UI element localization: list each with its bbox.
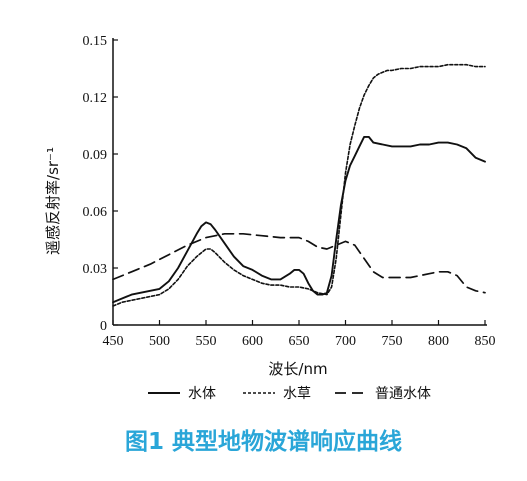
legend-label-1: 水草 xyxy=(283,386,311,402)
x-tick-label: 800 xyxy=(428,334,449,349)
series-line-0 xyxy=(112,135,486,304)
y-tick-label: 0.06 xyxy=(83,205,108,220)
y-tick-label: 0 xyxy=(100,319,107,334)
series-lines xyxy=(112,63,486,307)
plot-area: 450 500 550 600 650 700 750 800 850 0 0.03 0.06 0.0… xyxy=(83,34,496,349)
x-tick-label: 700 xyxy=(335,334,356,349)
spectral-response-chart: 450 500 550 600 650 700 750 800 850 0 0.03 0.06 0.0… xyxy=(44,34,496,402)
x-ticks: 450 500 550 600 650 700 750 800 850 xyxy=(103,320,496,349)
legend: 水体 水草 普通水体 xyxy=(148,386,431,402)
legend-label-0: 水体 xyxy=(188,386,216,402)
y-tick-label: 0.03 xyxy=(83,262,108,277)
x-tick-label: 550 xyxy=(196,334,217,349)
series-line-2 xyxy=(112,232,486,294)
series-line-1 xyxy=(112,63,486,307)
x-tick-label: 750 xyxy=(382,334,403,349)
x-tick-label: 450 xyxy=(103,334,124,349)
x-tick-label: 600 xyxy=(242,334,263,349)
x-tick-label: 850 xyxy=(475,334,496,349)
x-tick-label: 500 xyxy=(149,334,170,349)
y-tick-label: 0.12 xyxy=(83,91,108,106)
x-axis-title: 波长/nm xyxy=(268,360,327,378)
legend-label-2: 普通水体 xyxy=(375,386,431,402)
x-tick-label: 650 xyxy=(289,334,310,349)
y-axis-title: 遥感反射率/sr⁻¹ xyxy=(44,147,62,255)
y-tick-label: 0.15 xyxy=(83,34,108,49)
y-tick-label: 0.09 xyxy=(83,148,108,163)
figure-caption: 图1 典型地物波谱响应曲线 xyxy=(124,429,402,455)
y-ticks: 0 0.03 0.06 0.09 0.12 0.15 xyxy=(83,34,118,334)
